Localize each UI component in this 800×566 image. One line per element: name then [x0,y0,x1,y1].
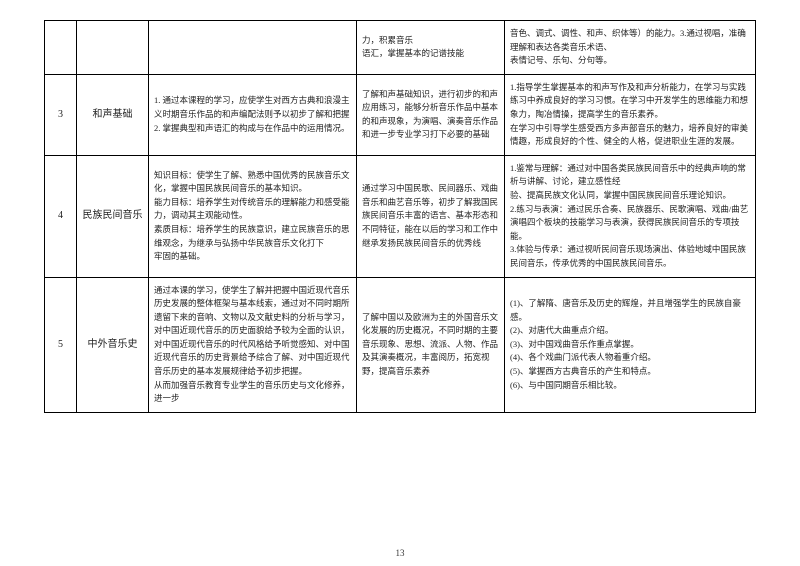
col-c: (1)、了解隋、唐音乐及历史的辉煌，并且增强学生的民族自豪感。(2)、对唐代大曲… [505,277,756,412]
course-name: 和声基础 [77,74,149,155]
row-num: 3 [45,74,77,155]
curriculum-table: 力，积累音乐语汇，掌握基本的记谱技能音色、调式、调性、和声、织体等）的能力。3.… [44,20,756,413]
table-row: 力，积累音乐语汇，掌握基本的记谱技能音色、调式、调性、和声、织体等）的能力。3.… [45,21,756,75]
col-b: 了解和声基础知识，进行初步的和声应用练习，能够分析音乐作品中基本的和声现象，为演… [357,74,505,155]
col-b: 通过学习中国民歌、民间器乐、戏曲音乐和曲艺音乐等，初步了解我国民族民间音乐丰富的… [357,155,505,277]
page-number: 13 [396,548,405,558]
course-name: 中外音乐史 [77,277,149,412]
col-c: 音色、调式、调性、和声、织体等）的能力。3.通过视唱，准确理解和表达各类音乐术语… [505,21,756,75]
col-a: 通过本课的学习，使学生了解并把握中国近现代音乐历史发展的整体框架与基本线索，通过… [149,277,357,412]
col-b: 力，积累音乐语汇，掌握基本的记谱技能 [357,21,505,75]
table-row: 5中外音乐史通过本课的学习，使学生了解并把握中国近现代音乐历史发展的整体框架与基… [45,277,756,412]
table-row: 4民族民间音乐知识目标：使学生了解、熟悉中国优秀的民族音乐文化，掌握中国民族民间… [45,155,756,277]
col-c: 1.鉴常与理解：通过对中国各类民族民间音乐中的经典声响的常析与讲解、讨论，建立感… [505,155,756,277]
row-num: 4 [45,155,77,277]
col-a: 知识目标：使学生了解、熟悉中国优秀的民族音乐文化，掌握中国民族民间音乐的基本知识… [149,155,357,277]
col-b: 了解中国以及欧洲为主的外国音乐文化发展的历史概况，不同时期的主要音乐现象、思想、… [357,277,505,412]
col-a [149,21,357,75]
col-c: 1.指导学生掌握基本的和声写作及和声分析能力，在学习与实践练习中养成良好的学习习… [505,74,756,155]
row-num: 5 [45,277,77,412]
course-name [77,21,149,75]
table-row: 3和声基础1. 通过本课程的学习，应使学生对西方古典和浪漫主义时期音乐作品的和声… [45,74,756,155]
col-a: 1. 通过本课程的学习，应使学生对西方古典和浪漫主义时期音乐作品的和声编配法则予… [149,74,357,155]
row-num [45,21,77,75]
course-name: 民族民间音乐 [77,155,149,277]
